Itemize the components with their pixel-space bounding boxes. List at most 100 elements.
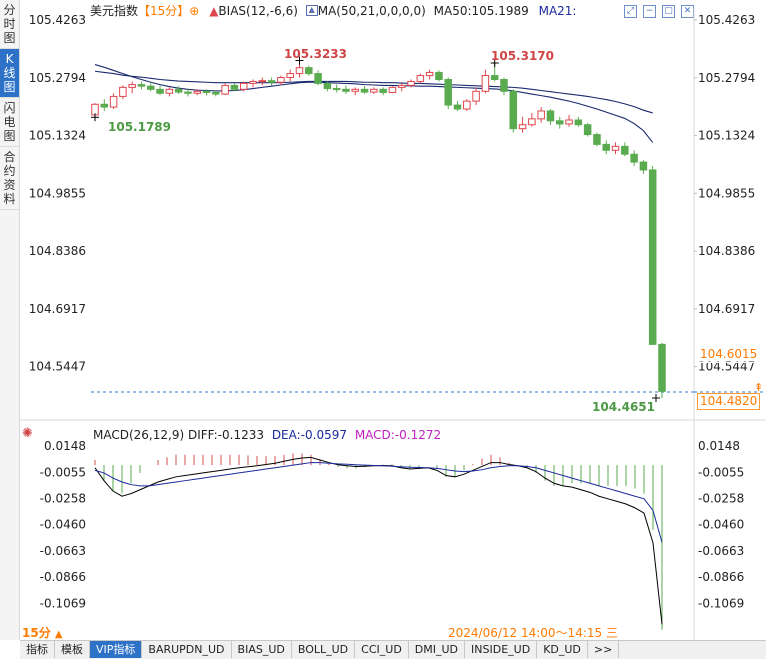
candle-body: [593, 134, 601, 145]
candle-body: [286, 73, 294, 79]
macd-value: MACD:-0.1272: [354, 428, 442, 442]
candle-body: [583, 124, 592, 136]
bias-indicator[interactable]: BIAS(12,-6,6): [218, 3, 298, 18]
candle-body: [379, 88, 387, 93]
candle-body: [360, 88, 369, 93]
candle-body: [370, 88, 378, 93]
add-icon[interactable]: ⊕: [189, 3, 200, 18]
candle-body: [444, 79, 452, 106]
macd-tick-right: -0.0055: [698, 465, 744, 479]
candle-body: [174, 88, 183, 93]
macd-tick-right: -0.0663: [698, 544, 744, 558]
high-marker-2: 105.3170: [491, 49, 555, 63]
price-tick-right: 104.9855: [698, 186, 755, 200]
up-arrow-icon: ▲: [209, 3, 219, 18]
macd-diff: DIFF:-0.1233: [187, 428, 264, 442]
time-range: 2024/06/12 14:00～14:15 三: [448, 626, 618, 640]
candle-body: [267, 80, 276, 83]
candle-body: [100, 103, 109, 108]
tab-inside[interactable]: INSIDE_UD: [465, 641, 538, 658]
candle-body: [537, 110, 545, 120]
price-tick-left: 104.6917: [29, 302, 86, 316]
tab-kd[interactable]: KD_UD: [537, 641, 588, 658]
macd-dif-line: [94, 456, 663, 625]
macd-tick-right: -0.0258: [698, 492, 744, 506]
tab-barupdn[interactable]: BARUPDN_UD: [142, 641, 232, 658]
macd-tick-left: -0.0663: [40, 544, 86, 558]
ma21-line: [94, 64, 654, 143]
candle-body: [546, 110, 555, 122]
tab-boll[interactable]: BOLL_UD: [292, 641, 356, 658]
tab-template[interactable]: 模板: [55, 641, 90, 658]
tab-contract-info[interactable]: 合约资料: [0, 147, 19, 210]
candle-body: [109, 95, 118, 108]
price-tick-left: 105.2794: [29, 71, 86, 85]
tab-cci[interactable]: CCI_UD: [355, 641, 409, 658]
macd-tick-left: -0.0460: [40, 518, 86, 532]
price-tick-left: 104.8386: [29, 244, 86, 258]
side-tab-bar: 分时图 K线图 闪电图 合约资料: [0, 0, 20, 640]
price-pointer-icon: ⇞: [754, 381, 764, 394]
macd-tick-left: -0.0866: [40, 570, 86, 584]
macd-tick-left: -0.1069: [40, 597, 86, 611]
low-marker-1: 105.1789: [108, 120, 172, 134]
fullscreen-icon[interactable]: ⤢: [624, 5, 637, 18]
candle-body: [342, 88, 350, 92]
price-tick-right: 104.8386: [698, 244, 755, 258]
candle-body: [351, 88, 360, 92]
chart-header: 美元指数【15分】⊕ ▲BIAS(12,-6,6) ▲ MA(50,21,0,0,…: [90, 2, 577, 19]
candle-body: [314, 73, 322, 84]
candle-body: [509, 90, 518, 130]
candle-body: [630, 153, 638, 163]
macd-label: MACD(26,12,9): [93, 428, 185, 442]
window-controls: ⤢ − ▢ ✕: [618, 2, 694, 18]
tab-time-share[interactable]: 分时图: [0, 0, 19, 49]
candle-body: [602, 143, 610, 151]
candle-body: [295, 67, 304, 75]
tab-kline[interactable]: K线图: [0, 49, 19, 98]
period-selector[interactable]: 15分 ▲: [22, 624, 63, 641]
candle-body: [156, 88, 164, 94]
ma50-line: [94, 70, 653, 114]
tab-flash-chart[interactable]: 闪电图: [0, 98, 19, 147]
candle-body: [147, 85, 155, 90]
candle-body: [611, 145, 620, 151]
candle-body: [518, 124, 527, 130]
price-tick-right: 104.5447: [698, 360, 755, 374]
macd-tick-right: -0.0866: [698, 570, 744, 584]
instrument-name: 美元指数: [90, 4, 139, 18]
candle-body: [119, 86, 127, 97]
candle-body: [500, 79, 508, 92]
period-selector-label: 15分: [22, 626, 51, 640]
ma-indicator[interactable]: MA(50,21,0,0,0,0): [317, 3, 426, 18]
candle-body: [407, 80, 415, 86]
settings-icon[interactable]: ✺: [22, 426, 33, 441]
tab-dmi[interactable]: DMI_UD: [409, 641, 466, 658]
tab-vip-indicator[interactable]: VIP指标: [90, 641, 143, 658]
candle-body: [425, 71, 434, 77]
price-tick-right: 105.1324: [698, 129, 755, 143]
ma-icon: ▲: [305, 5, 318, 16]
period-label[interactable]: 【15分】: [138, 4, 190, 18]
tab-indicator[interactable]: 指标: [20, 641, 55, 658]
price-tick-left: 104.9855: [29, 186, 86, 200]
triangle-up-icon: ▲: [54, 629, 63, 640]
macd-tick-left: 0.0148: [44, 439, 86, 453]
restore-icon[interactable]: ▢: [662, 5, 675, 18]
candle-body: [574, 119, 583, 126]
candle-body: [490, 75, 499, 80]
candle-body: [212, 91, 220, 95]
candle-body: [193, 90, 201, 94]
tab-bias[interactable]: BIAS_UD: [232, 641, 292, 658]
tab-more[interactable]: >>: [588, 641, 620, 658]
ma21-value: MA21:: [538, 3, 577, 18]
candle-body: [435, 71, 443, 80]
candle-body: [137, 84, 146, 87]
candle-body: [165, 88, 174, 94]
minimize-icon[interactable]: −: [643, 5, 656, 18]
open-price-tag: 104.6015: [697, 346, 761, 363]
price-tick-right: 105.2794: [698, 71, 755, 85]
candle-body: [658, 343, 666, 392]
candle-body: [621, 145, 629, 155]
